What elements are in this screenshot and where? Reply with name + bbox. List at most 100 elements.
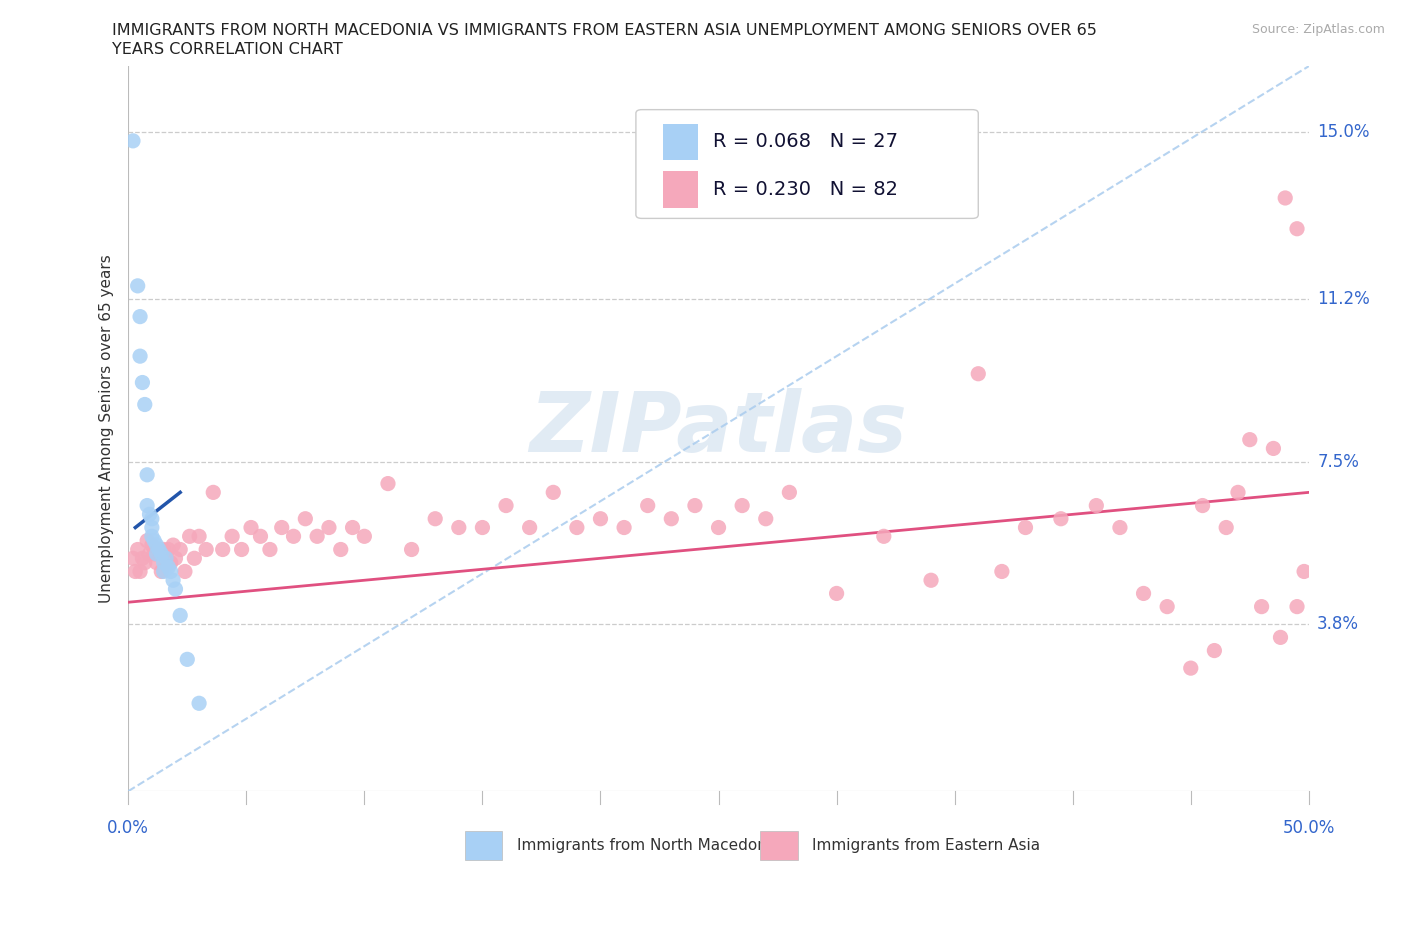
Point (1191, 498, 1213, 513)
Text: Source: ZipAtlas.com: Source: ZipAtlas.com (1251, 23, 1385, 36)
Point (155, 551, 177, 565)
Point (143, 533, 166, 548)
Point (131, 375, 153, 390)
Point (1294, 564, 1316, 578)
Point (183, 551, 205, 565)
Point (1227, 485, 1250, 499)
Point (134, 397, 156, 412)
Text: 50.0%: 50.0% (1282, 819, 1336, 837)
Point (1109, 520, 1132, 535)
Point (778, 485, 800, 499)
Point (920, 573, 942, 588)
Point (231, 542, 253, 557)
Point (519, 520, 541, 535)
Point (707, 520, 730, 535)
Text: R = 0.230   N = 82: R = 0.230 N = 82 (713, 179, 897, 199)
Point (122, 551, 145, 565)
Point (202, 485, 225, 499)
Point (150, 564, 173, 578)
Point (1274, 191, 1296, 206)
Point (270, 520, 292, 535)
Point (447, 520, 470, 535)
Point (141, 538, 163, 552)
Point (637, 498, 659, 513)
Point (401, 542, 423, 557)
Point (307, 529, 329, 544)
Point (283, 529, 305, 544)
Point (129, 349, 152, 364)
Point (145, 555, 167, 570)
Point (294, 512, 316, 526)
Text: R = 0.068   N = 27: R = 0.068 N = 27 (713, 132, 897, 152)
Point (1050, 512, 1073, 526)
Point (731, 498, 754, 513)
Point (1215, 520, 1237, 535)
Text: Immigrants from North Macedonia: Immigrants from North Macedonia (516, 838, 780, 853)
Point (179, 529, 201, 544)
Point (755, 512, 778, 526)
Point (188, 696, 211, 711)
Point (138, 547, 160, 562)
Point (329, 542, 352, 557)
Point (159, 564, 181, 578)
Point (159, 555, 181, 570)
Point (249, 529, 271, 544)
Point (165, 581, 187, 596)
Point (169, 542, 191, 557)
Point (152, 542, 174, 557)
Point (659, 512, 682, 526)
Point (589, 512, 612, 526)
Point (152, 564, 174, 578)
Point (1156, 599, 1178, 614)
Point (342, 520, 364, 535)
Text: 15.0%: 15.0% (1317, 123, 1369, 141)
Text: Immigrants from Eastern Asia: Immigrants from Eastern Asia (811, 838, 1040, 853)
Point (145, 547, 167, 562)
Point (127, 542, 149, 557)
Point (124, 564, 146, 578)
Point (152, 555, 174, 570)
Point (495, 498, 517, 513)
Point (134, 555, 156, 570)
Point (240, 520, 263, 535)
Point (136, 468, 159, 483)
FancyBboxPatch shape (636, 110, 979, 219)
Point (141, 512, 163, 526)
Point (1250, 599, 1272, 614)
Point (148, 542, 170, 557)
Point (1270, 630, 1292, 644)
Point (825, 586, 848, 601)
Point (1085, 498, 1108, 513)
Point (136, 498, 159, 513)
Point (1285, 221, 1308, 236)
Point (565, 520, 588, 535)
Point (169, 608, 191, 623)
Point (143, 547, 166, 562)
Point (127, 278, 149, 293)
Text: 7.5%: 7.5% (1317, 453, 1360, 471)
Point (195, 542, 218, 557)
Point (1239, 432, 1261, 447)
Point (471, 520, 494, 535)
Point (318, 520, 340, 535)
FancyBboxPatch shape (664, 124, 699, 160)
Point (141, 520, 163, 535)
Point (138, 507, 160, 522)
Text: 11.2%: 11.2% (1317, 290, 1369, 308)
Point (967, 366, 990, 381)
Point (129, 309, 152, 324)
Point (188, 529, 211, 544)
Point (1204, 644, 1226, 658)
Text: IMMIGRANTS FROM NORTH MACEDONIA VS IMMIGRANTS FROM EASTERN ASIA UNEMPLOYMENT AMO: IMMIGRANTS FROM NORTH MACEDONIA VS IMMIG… (112, 23, 1097, 38)
Y-axis label: Unemployment Among Seniors over 65 years: Unemployment Among Seniors over 65 years (100, 254, 114, 603)
Point (136, 533, 159, 548)
Point (122, 133, 145, 148)
Point (1285, 599, 1308, 614)
Point (873, 529, 896, 544)
Point (162, 538, 184, 552)
Point (211, 542, 233, 557)
Point (148, 542, 170, 557)
Point (353, 529, 375, 544)
Point (174, 564, 197, 578)
Text: 3.8%: 3.8% (1317, 616, 1360, 633)
